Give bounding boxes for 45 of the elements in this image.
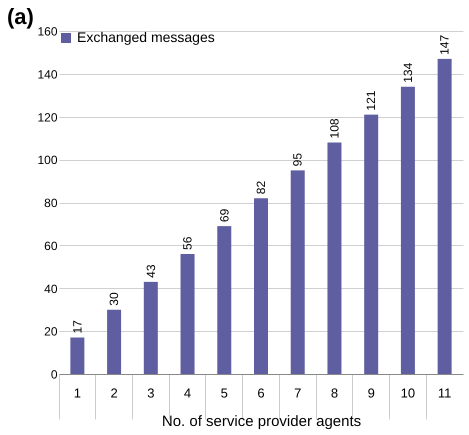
y-tick-label: 120 [37, 110, 58, 124]
x-tick-label: 5 [220, 386, 228, 400]
bar [400, 86, 415, 374]
bar [180, 254, 195, 374]
x-tick-label: 9 [368, 386, 375, 400]
y-tick-label: 100 [37, 153, 58, 168]
y-tick-label: 40 [44, 282, 58, 296]
y-tick-label: 60 [44, 238, 58, 253]
data-label: 56 [180, 236, 195, 250]
y-tick-label: 20 [44, 324, 58, 339]
x-tick-label: 6 [257, 386, 265, 400]
data-label: 134 [400, 62, 415, 83]
bar [327, 142, 342, 374]
x-tick-label: 1 [74, 386, 81, 400]
x-axis-title: No. of service provider agents [162, 413, 362, 430]
bar [290, 170, 305, 374]
y-tick-label: 80 [44, 196, 58, 210]
x-tick-label: 2 [110, 386, 118, 400]
bar [438, 58, 452, 374]
bar [364, 114, 378, 374]
y-tick-label: 0 [50, 368, 58, 382]
data-label: 147 [438, 34, 452, 55]
data-label: 30 [107, 292, 122, 306]
bar [217, 226, 232, 374]
x-tick-label: 4 [184, 386, 192, 400]
legend-label: Exchanged messages [77, 29, 215, 45]
data-label: 82 [254, 180, 268, 194]
data-label: 17 [70, 320, 84, 334]
y-tick-label: 160 [37, 24, 58, 38]
data-label: 121 [364, 90, 378, 111]
bar [107, 310, 122, 374]
bar [144, 282, 158, 374]
x-tick-label: 10 [400, 386, 416, 400]
x-tick-label: 8 [330, 386, 338, 400]
x-tick-label: 3 [147, 386, 154, 400]
chart-title: (a) [6, 4, 34, 29]
data-label: 69 [217, 208, 232, 222]
data-label: 108 [327, 118, 342, 138]
bar [254, 198, 268, 374]
data-label: 95 [290, 152, 305, 166]
y-tick-label: 140 [37, 67, 58, 82]
bar [70, 338, 84, 374]
data-label: 43 [144, 264, 158, 278]
x-tick-label: 7 [294, 386, 302, 400]
x-tick-label: 11 [438, 386, 452, 400]
